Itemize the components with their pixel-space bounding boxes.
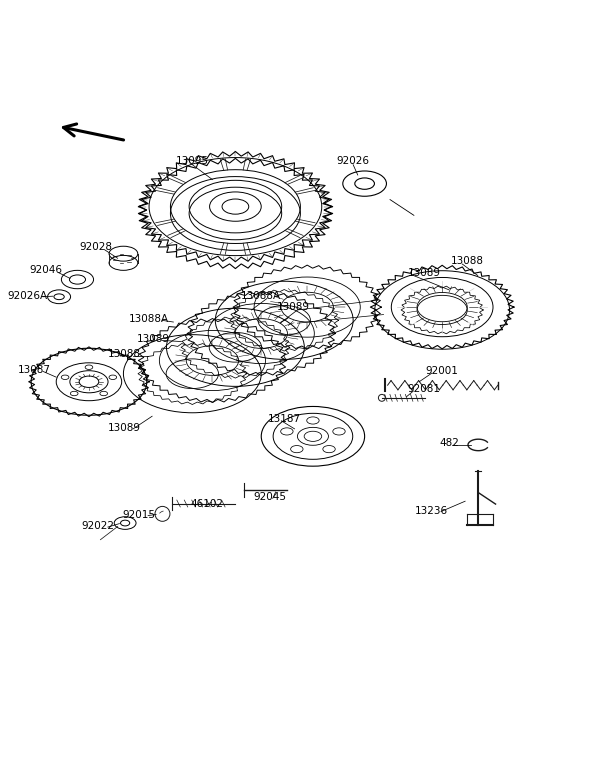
Text: 92081: 92081 <box>407 384 440 394</box>
Text: 92001: 92001 <box>425 367 458 377</box>
Text: 92046: 92046 <box>29 265 62 275</box>
Text: 13088A: 13088A <box>241 291 281 301</box>
Text: 13088: 13088 <box>107 350 140 359</box>
Text: 13089: 13089 <box>107 422 140 432</box>
Text: 13089: 13089 <box>136 334 169 343</box>
Text: 13088: 13088 <box>451 257 484 266</box>
Text: 92022: 92022 <box>82 522 115 532</box>
Text: 92028: 92028 <box>79 242 112 252</box>
Text: 92015: 92015 <box>122 510 155 520</box>
Text: 92045: 92045 <box>253 491 286 501</box>
Text: 482: 482 <box>440 438 460 448</box>
Text: 13088A: 13088A <box>129 314 169 324</box>
Text: 92026A: 92026A <box>7 291 47 301</box>
Text: 13236: 13236 <box>415 506 448 516</box>
Text: 13187: 13187 <box>268 414 301 424</box>
Text: 46102: 46102 <box>190 499 223 509</box>
Text: 13095: 13095 <box>176 156 209 166</box>
Text: 13089: 13089 <box>407 267 440 277</box>
Text: 92026: 92026 <box>337 156 370 166</box>
Text: 13087: 13087 <box>17 365 50 375</box>
Text: 13089: 13089 <box>277 302 310 312</box>
